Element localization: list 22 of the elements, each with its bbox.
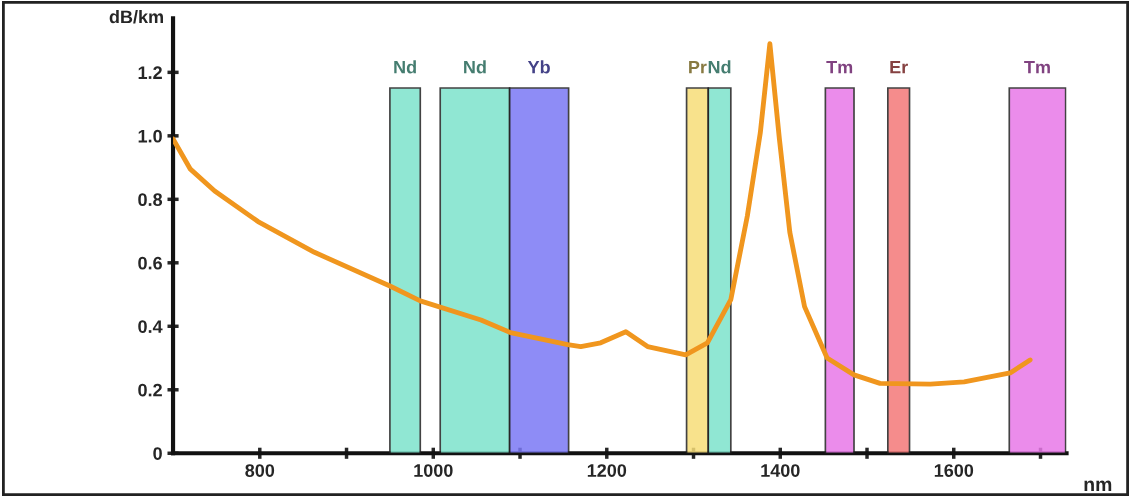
band-label: Pr <box>689 60 707 74</box>
band-label: Nd <box>464 60 486 74</box>
band-label: Er <box>890 60 908 74</box>
x-axis-title: nm <box>1084 480 1112 491</box>
x-tick-label: 800 <box>245 464 275 477</box>
band-label: Nd <box>394 60 416 74</box>
y-axis-title: dB/km <box>109 9 163 24</box>
band-label: Tm <box>1024 60 1050 74</box>
y-tick-label: 0.4 <box>138 320 163 334</box>
band-label: Yb <box>527 60 550 74</box>
band-label: Tm <box>826 60 853 74</box>
x-tick-label: 1200 <box>587 464 627 477</box>
x-tick-label: 1000 <box>414 464 453 477</box>
y-tick-label: 0.8 <box>138 193 163 207</box>
x-tick-label: 1400 <box>761 464 800 477</box>
y-tick-label: 0.2 <box>138 383 162 397</box>
y-tick-label: 1.0 <box>138 129 162 143</box>
x-tick-label: 1600 <box>934 464 974 477</box>
band-label: Nd <box>708 60 731 74</box>
y-tick-label: 0 <box>153 447 162 460</box>
y-tick-label: 0.6 <box>138 256 162 270</box>
y-tick-label: 1.2 <box>138 66 162 79</box>
